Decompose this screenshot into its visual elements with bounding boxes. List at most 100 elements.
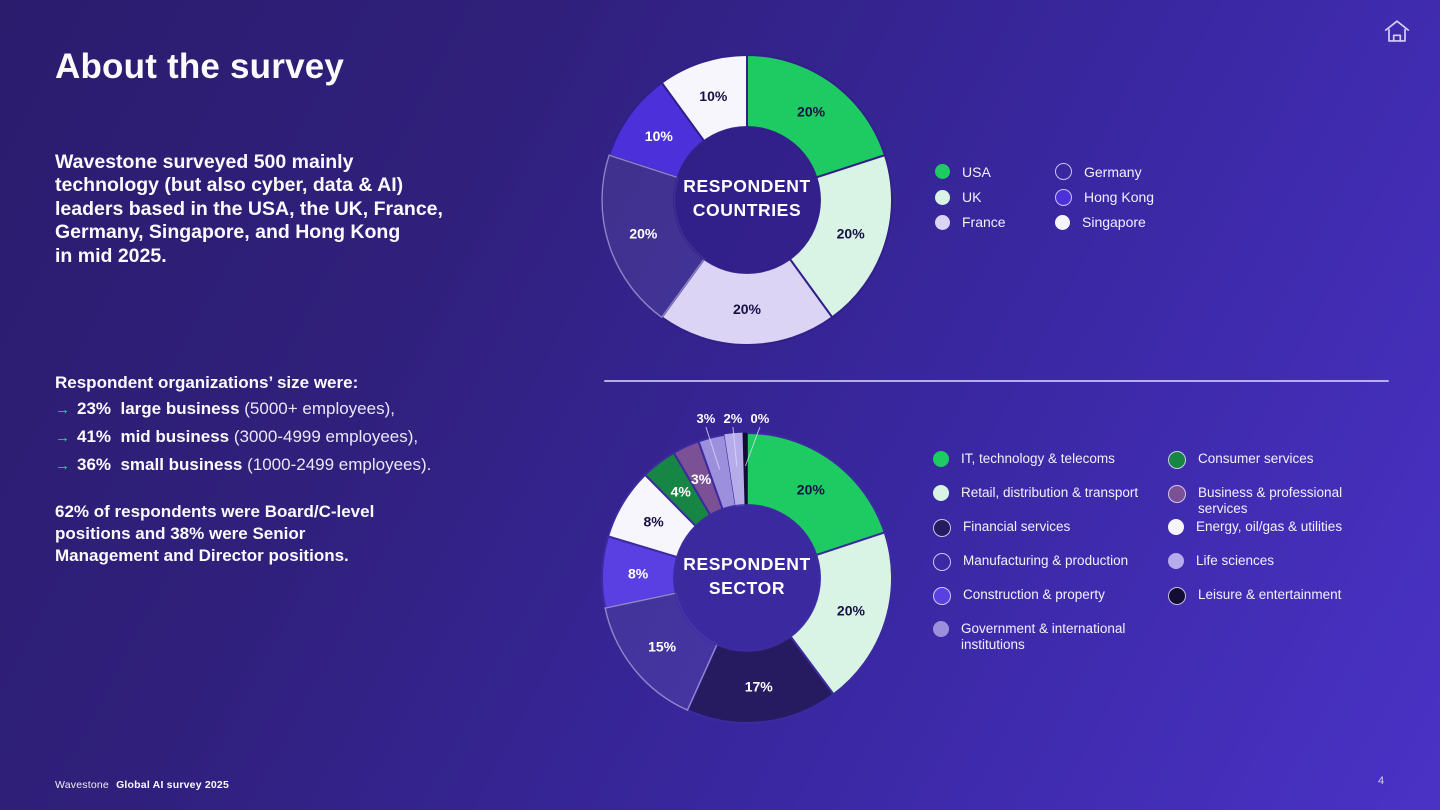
segment-value-label: 10% <box>699 88 728 104</box>
legend-item: Government & international institutions <box>933 621 1158 655</box>
legend-swatch <box>933 553 951 571</box>
legend-swatch <box>935 164 950 180</box>
legend-label: Hong Kong <box>1084 189 1155 206</box>
arrow-icon: → <box>55 457 70 474</box>
legend-label: UK <box>962 189 982 206</box>
legend-swatch <box>1055 163 1072 181</box>
legend-label: Financial services <box>963 519 1071 534</box>
segment-value-label: 20% <box>797 104 826 120</box>
legend-swatch <box>933 621 949 637</box>
arrow-icon: → <box>55 429 70 446</box>
list-item: → 41% mid business (3000-4999 employees), <box>55 427 495 455</box>
legend-column: IT, technology & telecoms Retail, distrib… <box>933 451 1158 655</box>
legend-column: Consumer services Business & professional… <box>1168 451 1353 621</box>
legend-label: Retail, distribution & transport <box>961 485 1139 500</box>
legend-item: Construction & property <box>933 587 1158 621</box>
divider-line <box>604 380 1389 382</box>
donut-center-label: RESPONDENT SECTOR <box>683 554 811 598</box>
home-button[interactable] <box>1380 15 1414 49</box>
org-size-list: → 23% large business (5000+ employees), → 4… <box>55 399 495 483</box>
legend-item: USA <box>935 159 1045 184</box>
segment-value-label: 3% <box>697 411 716 426</box>
legend-label: Business & professional services <box>1198 485 1343 516</box>
legend-swatch <box>933 587 951 605</box>
legend-swatch <box>1168 485 1186 503</box>
segment-value-label: 8% <box>628 565 649 581</box>
legend-item: UK <box>935 184 1045 209</box>
legend-swatch <box>1055 214 1070 230</box>
legend-label: Manufacturing & production <box>963 553 1129 568</box>
legend-item: Energy, oil/gas & utilities <box>1168 519 1353 553</box>
legend-label: Construction & property <box>963 587 1105 602</box>
legend-swatch <box>935 214 950 230</box>
legend-item: Hong Kong <box>1055 184 1185 209</box>
legend-swatch <box>935 189 950 205</box>
legend-label: France <box>962 214 1006 231</box>
sector-donut-chart: 20%20%17%15%8%8%4%3%3% 2% 0%RESPONDENT SECT… <box>601 411 893 724</box>
segment-value-label: 8% <box>643 514 664 530</box>
legend-item: Consumer services <box>1168 451 1353 485</box>
legend-label: Life sciences <box>1196 553 1275 568</box>
donut-center <box>673 504 821 652</box>
countries-donut-chart: 20% 20% 20% 20% 10% 10% RESPONDENT COUNTRIES <box>601 53 893 346</box>
label-leader-line <box>744 426 761 467</box>
label-leader-line <box>732 426 738 467</box>
legend-item: Leisure & entertainment <box>1168 587 1353 621</box>
intro-text: Wavestone surveyed 500 mainly technology… <box>55 151 443 267</box>
segment-value-label: 20% <box>837 226 866 242</box>
legend-swatch <box>933 451 949 467</box>
segment-value-label: 20% <box>837 603 866 619</box>
legend-label: Energy, oil/gas & utilities <box>1196 519 1343 534</box>
legend-swatch <box>1168 451 1186 469</box>
positions-text: 62% of respondents were Board/C-level po… <box>55 502 375 565</box>
legend-item: Business & professional services <box>1168 485 1353 519</box>
legend-swatch <box>1055 188 1072 206</box>
legend-item: Financial services <box>933 519 1158 553</box>
segment-value-label: 20% <box>629 226 658 242</box>
bullet-bold-text: 23% large business <box>77 399 240 418</box>
legend-label: Leisure & entertainment <box>1198 587 1342 602</box>
home-icon <box>1384 20 1410 42</box>
arrow-icon: → <box>55 401 70 418</box>
legend-swatch <box>1168 519 1184 535</box>
legend-swatch <box>933 485 949 501</box>
footer: Wavestone Global AI survey 2025 <box>55 779 229 791</box>
legend-label: USA <box>962 163 991 180</box>
page-title: About the survey <box>55 47 345 86</box>
footer-brand: Wavestone <box>55 779 109 791</box>
list-item: → 23% large business (5000+ employees), <box>55 399 495 427</box>
list-item: → 36% small business (1000-2499 employees… <box>55 455 495 483</box>
donut-center <box>673 126 821 274</box>
legend-item: Manufacturing & production <box>933 553 1158 587</box>
legend-item: Singapore <box>1055 210 1185 235</box>
segment-value-label: 20% <box>797 482 826 498</box>
segment-value-label: 2% <box>724 411 743 426</box>
bullet-regular-text: (3000-4999 employees), <box>229 427 419 446</box>
legend-item: Germany <box>1055 159 1185 184</box>
legend-label: Singapore <box>1082 214 1146 231</box>
page-number: 4 <box>1378 775 1385 787</box>
legend-label: Germany <box>1084 163 1142 180</box>
legend-item: IT, technology & telecoms <box>933 451 1158 485</box>
segment-value-label: 15% <box>648 638 677 654</box>
legend-label: Consumer services <box>1198 451 1314 466</box>
segment-value-label: 3% <box>691 471 712 487</box>
segment-value-label: 17% <box>745 678 774 694</box>
label-leader-line <box>705 426 721 470</box>
segment-value-label: 10% <box>645 128 674 144</box>
legend-swatch <box>1168 587 1186 605</box>
legend-column: Germany Hong Kong Singapore <box>1055 159 1185 235</box>
segment-value-label: 4% <box>671 483 692 499</box>
legend-item: Life sciences <box>1168 553 1353 587</box>
org-size-heading: Respondent organizations’ size were: <box>55 373 359 392</box>
bullet-bold-text: 41% mid business <box>77 427 230 446</box>
legend-label: Government & international institutions <box>961 621 1126 652</box>
segment-value-label: 20% <box>733 301 762 317</box>
bullet-bold-text: 36% small business <box>77 455 243 474</box>
legend-item: France <box>935 210 1045 235</box>
segment-value-label: 0% <box>751 411 770 426</box>
legend-swatch <box>933 519 951 537</box>
bullet-regular-text: (1000-2499 employees). <box>242 455 432 474</box>
legend-swatch <box>1168 553 1184 569</box>
